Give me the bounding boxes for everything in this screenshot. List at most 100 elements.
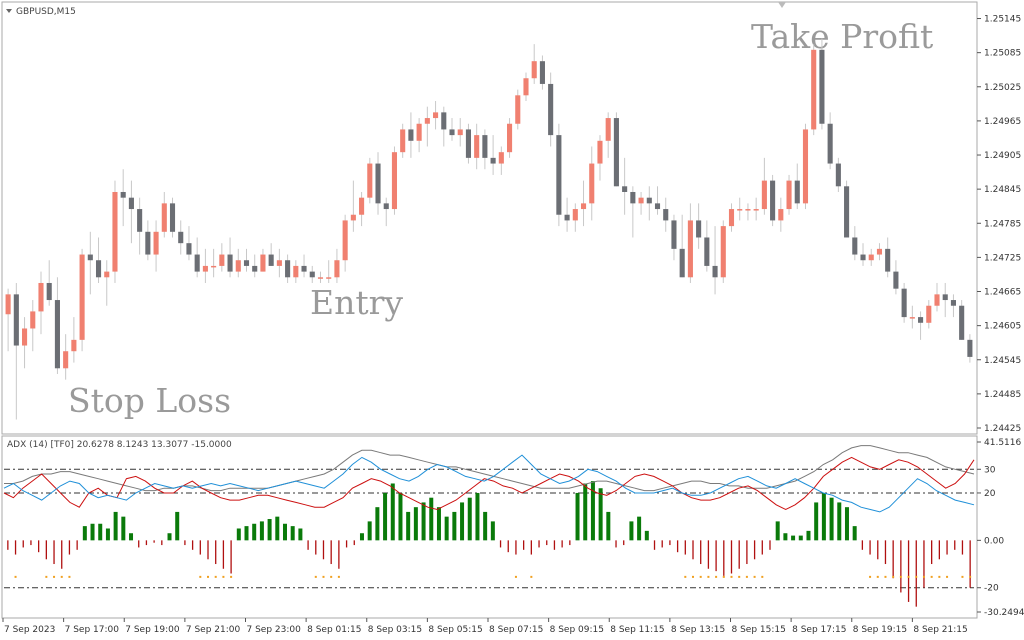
bear-candle[interactable]: [408, 129, 414, 141]
bull-candle[interactable]: [400, 129, 406, 153]
bear-candle[interactable]: [950, 300, 956, 306]
bear-candle[interactable]: [679, 248, 685, 278]
bull-candle[interactable]: [317, 277, 324, 279]
bull-candle[interactable]: [276, 260, 282, 266]
bull-candle[interactable]: [350, 214, 356, 221]
shift-marker-icon[interactable]: [778, 2, 786, 8]
bear-candle[interactable]: [482, 135, 488, 158]
bear-candle[interactable]: [630, 191, 636, 204]
bull-candle[interactable]: [5, 294, 11, 315]
bear-candle[interactable]: [556, 135, 562, 215]
bear-candle[interactable]: [301, 265, 307, 272]
bull-candle[interactable]: [161, 203, 167, 232]
bear-candle[interactable]: [87, 254, 93, 261]
bear-candle[interactable]: [646, 197, 652, 204]
bear-candle[interactable]: [844, 186, 850, 238]
bull-candle[interactable]: [293, 265, 299, 278]
bear-candle[interactable]: [285, 260, 291, 278]
bear-candle[interactable]: [490, 157, 496, 164]
bear-candle[interactable]: [194, 254, 200, 272]
bear-candle[interactable]: [770, 180, 776, 221]
bear-candle[interactable]: [704, 237, 710, 266]
bull-candle[interactable]: [498, 152, 504, 164]
bear-candle[interactable]: [564, 214, 570, 221]
bull-candle[interactable]: [728, 209, 735, 227]
bull-candle[interactable]: [260, 254, 266, 272]
bear-candle[interactable]: [663, 209, 669, 221]
bull-candle[interactable]: [802, 129, 809, 204]
bear-candle[interactable]: [671, 220, 677, 249]
bear-candle[interactable]: [227, 254, 233, 272]
bear-candle[interactable]: [893, 271, 899, 289]
bull-candle[interactable]: [359, 197, 365, 215]
bear-candle[interactable]: [819, 49, 825, 124]
bull-candle[interactable]: [753, 209, 759, 211]
bear-candle[interactable]: [696, 220, 702, 238]
bear-candle[interactable]: [967, 339, 973, 357]
bear-candle[interactable]: [613, 118, 619, 187]
bull-candle[interactable]: [523, 78, 529, 96]
bull-candle[interactable]: [589, 163, 595, 204]
bull-candle[interactable]: [909, 317, 915, 319]
bull-candle[interactable]: [515, 95, 521, 124]
bull-candle[interactable]: [416, 123, 422, 141]
bear-candle[interactable]: [860, 254, 866, 261]
bull-candle[interactable]: [334, 260, 340, 278]
bear-candle[interactable]: [539, 61, 545, 84]
bear-candle[interactable]: [942, 294, 948, 301]
bear-candle[interactable]: [918, 317, 924, 323]
bear-candle[interactable]: [268, 254, 274, 266]
bull-candle[interactable]: [720, 226, 726, 278]
bull-candle[interactable]: [811, 49, 817, 130]
bull-candle[interactable]: [235, 260, 241, 272]
bull-candle[interactable]: [934, 294, 940, 306]
bull-candle[interactable]: [433, 112, 439, 119]
bull-candle[interactable]: [687, 220, 693, 278]
bull-candle[interactable]: [457, 129, 463, 136]
bear-candle[interactable]: [794, 180, 800, 204]
bear-candle[interactable]: [885, 248, 891, 272]
bear-candle[interactable]: [959, 305, 965, 340]
bull-candle[interactable]: [219, 254, 225, 266]
bull-candle[interactable]: [104, 271, 110, 278]
bull-candle[interactable]: [326, 277, 332, 279]
dropdown-triangle-icon[interactable]: [6, 9, 12, 13]
bull-candle[interactable]: [778, 209, 784, 221]
bear-candle[interactable]: [54, 300, 60, 369]
bull-candle[interactable]: [597, 140, 603, 164]
bull-candle[interactable]: [391, 152, 398, 210]
bear-candle[interactable]: [120, 191, 126, 198]
bull-candle[interactable]: [605, 118, 611, 141]
bear-candle[interactable]: [712, 265, 718, 278]
bear-candle[interactable]: [901, 288, 907, 318]
bear-candle[interactable]: [243, 260, 250, 266]
bear-candle[interactable]: [128, 197, 134, 210]
bull-candle[interactable]: [63, 351, 69, 369]
bear-candle[interactable]: [622, 186, 628, 192]
bear-candle[interactable]: [441, 112, 447, 130]
bull-candle[interactable]: [79, 254, 85, 340]
bull-candle[interactable]: [202, 265, 208, 272]
bull-candle[interactable]: [474, 135, 480, 158]
bear-candle[interactable]: [95, 260, 102, 278]
bull-candle[interactable]: [745, 209, 751, 211]
bear-candle[interactable]: [827, 123, 833, 164]
bull-candle[interactable]: [38, 282, 44, 312]
bull-candle[interactable]: [112, 191, 118, 272]
bear-candle[interactable]: [449, 129, 455, 136]
bear-candle[interactable]: [383, 203, 389, 210]
bull-candle[interactable]: [580, 203, 587, 210]
bull-candle[interactable]: [342, 220, 348, 261]
bull-candle[interactable]: [868, 254, 874, 261]
bear-candle[interactable]: [465, 129, 471, 158]
price-pane[interactable]: [1, 1, 978, 435]
bull-candle[interactable]: [507, 123, 513, 153]
bear-candle[interactable]: [145, 231, 151, 255]
bear-candle[interactable]: [137, 209, 143, 232]
bear-candle[interactable]: [548, 83, 554, 136]
bear-candle[interactable]: [252, 265, 258, 272]
bull-candle[interactable]: [22, 328, 28, 346]
bear-candle[interactable]: [46, 282, 52, 301]
bear-candle[interactable]: [186, 243, 192, 255]
